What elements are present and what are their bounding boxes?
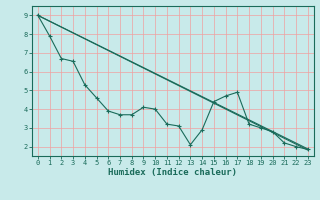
X-axis label: Humidex (Indice chaleur): Humidex (Indice chaleur) [108,168,237,177]
